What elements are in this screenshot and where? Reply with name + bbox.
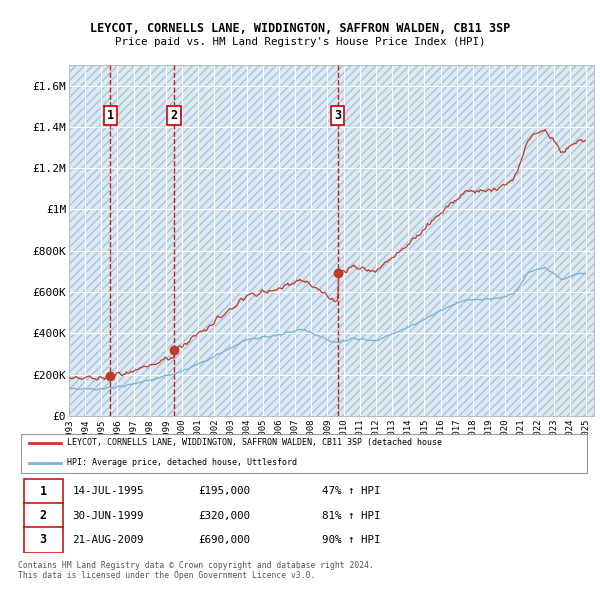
Text: 1: 1 (40, 485, 47, 498)
Text: LEYCOT, CORNELLS LANE, WIDDINGTON, SAFFRON WALDEN, CB11 3SP (detached house: LEYCOT, CORNELLS LANE, WIDDINGTON, SAFFR… (67, 438, 442, 447)
Text: 81% ↑ HPI: 81% ↑ HPI (322, 511, 380, 520)
Text: 30-JUN-1999: 30-JUN-1999 (73, 511, 144, 520)
Text: £320,000: £320,000 (199, 511, 250, 520)
Text: Contains HM Land Registry data © Crown copyright and database right 2024.: Contains HM Land Registry data © Crown c… (18, 560, 374, 569)
Text: HPI: Average price, detached house, Uttlesford: HPI: Average price, detached house, Uttl… (67, 458, 297, 467)
Text: 90% ↑ HPI: 90% ↑ HPI (322, 535, 380, 545)
Text: 2: 2 (40, 509, 47, 522)
Text: 14-JUL-1995: 14-JUL-1995 (73, 487, 144, 497)
FancyBboxPatch shape (24, 503, 62, 529)
Text: Price paid vs. HM Land Registry's House Price Index (HPI): Price paid vs. HM Land Registry's House … (115, 37, 485, 47)
Text: 3: 3 (40, 533, 47, 546)
Text: 3: 3 (334, 109, 341, 122)
FancyBboxPatch shape (21, 434, 587, 473)
Text: LEYCOT, CORNELLS LANE, WIDDINGTON, SAFFRON WALDEN, CB11 3SP: LEYCOT, CORNELLS LANE, WIDDINGTON, SAFFR… (90, 22, 510, 35)
FancyBboxPatch shape (24, 478, 62, 504)
Text: This data is licensed under the Open Government Licence v3.0.: This data is licensed under the Open Gov… (18, 571, 316, 580)
Text: 47% ↑ HPI: 47% ↑ HPI (322, 487, 380, 497)
Text: 21-AUG-2009: 21-AUG-2009 (73, 535, 144, 545)
Text: 2: 2 (170, 109, 178, 122)
Text: £690,000: £690,000 (199, 535, 250, 545)
Text: £195,000: £195,000 (199, 487, 250, 497)
Text: 1: 1 (106, 109, 113, 122)
FancyBboxPatch shape (24, 527, 62, 553)
